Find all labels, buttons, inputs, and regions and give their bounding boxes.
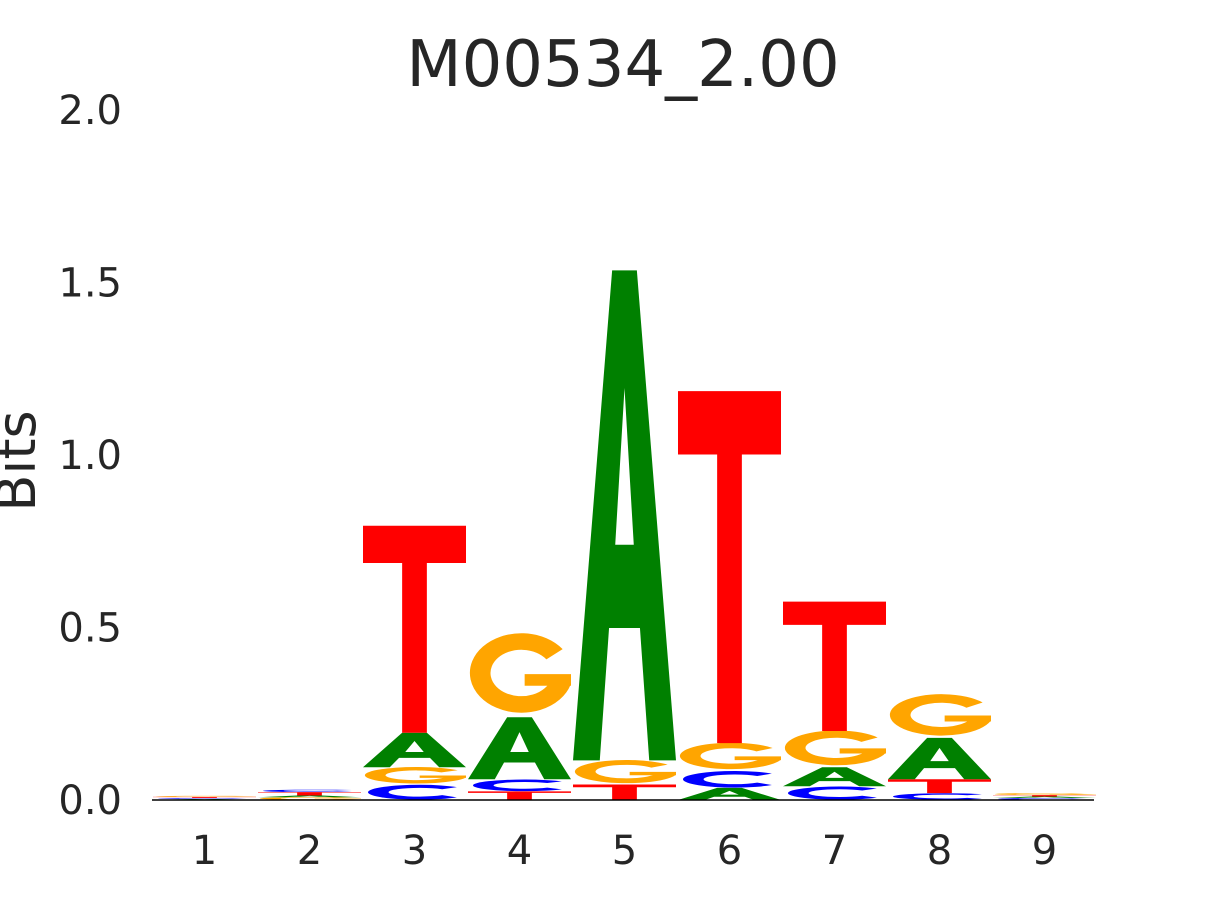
chart-title: M00534_2.00 <box>406 28 839 102</box>
y-axis-ticks: 0.0 0.5 1.0 1.5 2.0 <box>58 88 122 824</box>
logo-letter-c <box>893 793 982 800</box>
logo-letter-c <box>683 771 772 788</box>
logo-letter-g <box>155 795 256 797</box>
logo-letter-g <box>364 766 466 784</box>
x-tick-label: 3 <box>402 828 427 874</box>
logo-letter-t <box>573 784 676 800</box>
logo-letter-t <box>678 391 781 744</box>
logo-letter-t <box>993 795 1096 797</box>
logo-letter-t <box>783 601 886 731</box>
logo-letter-g <box>575 759 676 784</box>
x-tick-label: 5 <box>612 828 637 874</box>
y-axis-label: Bits <box>0 410 48 511</box>
logo-letter-t <box>888 779 991 794</box>
logo-letters <box>153 270 1096 800</box>
x-tick-label: 2 <box>297 828 322 874</box>
logo-letter-g <box>679 742 781 770</box>
logo-letter-g <box>889 694 991 736</box>
y-tick-label: 0.5 <box>58 606 122 652</box>
logo-letter-c <box>158 797 247 799</box>
logo-letter-g <box>469 633 571 713</box>
x-tick-label: 1 <box>192 828 217 874</box>
logo-letter-a <box>573 270 676 761</box>
x-tick-label: 9 <box>1032 828 1057 874</box>
logo-letter-a <box>468 717 571 780</box>
logo-letter-a <box>678 787 781 800</box>
logo-letter-a <box>783 767 886 787</box>
logo-letter-c <box>263 789 352 793</box>
y-tick-label: 1.0 <box>58 433 122 479</box>
x-tick-label: 4 <box>507 828 532 874</box>
logo-letter-c <box>473 779 562 792</box>
x-tick-label: 6 <box>717 828 742 874</box>
x-tick-label: 8 <box>927 828 952 874</box>
logo-letter-c <box>368 784 457 800</box>
y-tick-label: 1.5 <box>58 261 122 307</box>
logo-letter-c <box>788 786 877 800</box>
x-axis-ticks: 1 2 3 4 5 6 7 8 9 <box>192 828 1057 874</box>
logo-letter-a <box>888 737 991 780</box>
logo-letter-g <box>784 730 886 766</box>
y-tick-label: 0.0 <box>58 778 122 824</box>
logo-letter-t <box>153 796 256 798</box>
logo-letter-a <box>993 796 1096 798</box>
logo-letter-a <box>363 732 466 768</box>
logo-letter-t <box>468 791 571 800</box>
logo-letter-g <box>995 793 1096 796</box>
y-tick-label: 2.0 <box>58 88 122 134</box>
logo-letter-a <box>258 795 361 798</box>
x-tick-label: 7 <box>822 828 847 874</box>
logo-letter-t <box>258 792 361 796</box>
logo-letter-t <box>363 525 466 733</box>
